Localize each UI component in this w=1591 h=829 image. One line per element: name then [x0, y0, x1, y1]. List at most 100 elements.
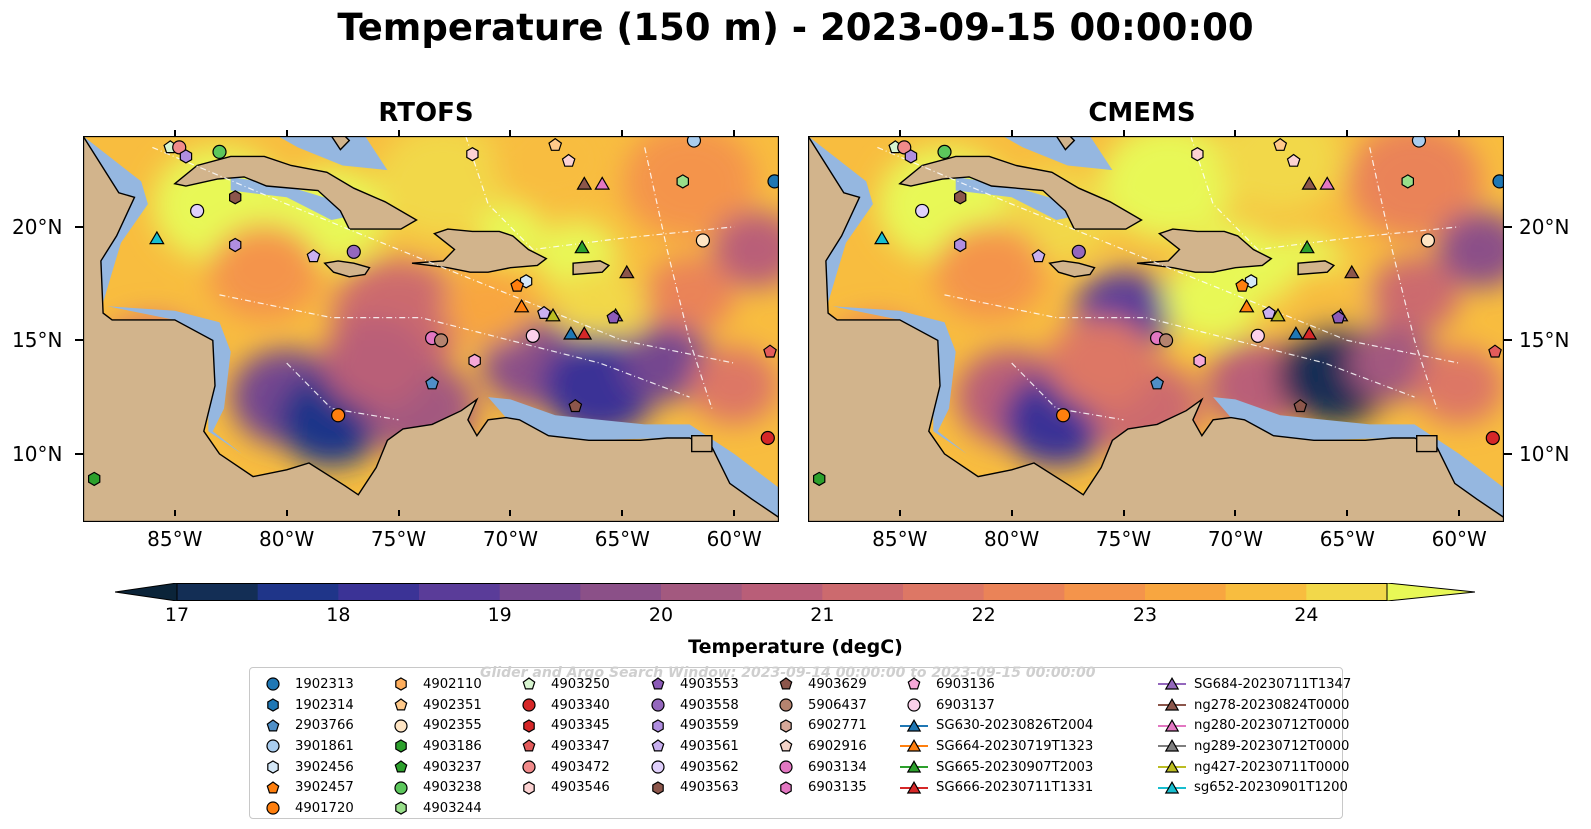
colorbar-segment [177, 583, 259, 601]
float-marker-11 [1273, 137, 1288, 151]
legend-item: 4903340 [514, 695, 610, 716]
legend-column: 6903136 6903137 SG630-20230826T2004 SG664-2… [899, 674, 1093, 798]
legend-label: 1902313 [295, 676, 354, 692]
float-marker-25 [1270, 307, 1286, 322]
temperature-region [622, 324, 712, 402]
legend-marker [907, 677, 921, 690]
legend-marker [1158, 780, 1186, 794]
lat-label-right: 15°N [1519, 328, 1570, 353]
legend-item: 4903558 [643, 695, 739, 716]
legend-symbol [906, 718, 922, 732]
legend-item: 4903559 [643, 715, 739, 736]
temperature-region [1101, 136, 1236, 240]
legend-label: ng280-20230712T0000 [1194, 718, 1350, 734]
legend-symbol [906, 739, 922, 753]
float-marker-38 [1485, 430, 1500, 446]
legend-item: 4901720 [258, 798, 354, 819]
map-cmems [808, 136, 1504, 522]
legend-item: 3901861 [258, 736, 354, 757]
temperature-region [1436, 210, 1504, 289]
lon-tick [509, 510, 512, 516]
legend-label: 2903766 [295, 718, 354, 734]
lon-tick [397, 130, 400, 136]
legend-symbol [906, 760, 922, 773]
colorbar [115, 583, 1475, 601]
legend-marker [394, 719, 408, 733]
legend-item: 2903766 [258, 715, 354, 736]
float-marker-26 [563, 326, 579, 340]
legend-marker [780, 781, 792, 795]
legend-symbol [395, 801, 407, 816]
legend-marker [907, 698, 921, 712]
float-marker-19 [574, 239, 590, 254]
legend-marker [394, 781, 408, 795]
boundary-line [944, 294, 1415, 398]
legend-label: 4903186 [423, 738, 482, 754]
lat-label-right: 20°N [1519, 214, 1570, 239]
legend-symbol [267, 698, 279, 712]
legend-symbol [522, 739, 536, 752]
legend-item: sg652-20230901T1200 [1157, 777, 1351, 798]
legend-marker [900, 739, 928, 753]
legend-label: 4901720 [295, 800, 354, 816]
legend-symbol [1164, 739, 1180, 753]
legend-label: 4903237 [423, 759, 482, 775]
map-rtofs [83, 136, 779, 522]
float-marker-24 [1262, 305, 1276, 319]
lat-label-left: 10°N [12, 441, 63, 466]
colorbar-segment [1306, 583, 1388, 601]
legend-item: ng289-20230712T0000 [1157, 736, 1351, 757]
legend-label: SG664-20230719T1323 [936, 738, 1094, 754]
float-marker-18 [695, 233, 711, 248]
legend-label: 6903135 [808, 780, 867, 796]
lon-tick [173, 130, 176, 136]
float-marker-10 [466, 147, 479, 162]
legend-label: sg652-20230901T1200 [1194, 780, 1348, 796]
colorbar-tick-label: 24 [1294, 604, 1319, 626]
legend-item: 4903238 [386, 777, 482, 798]
legend-marker [522, 760, 536, 774]
float-marker-35 [1293, 398, 1308, 413]
legend-marker [266, 801, 280, 816]
legend-item: 5906437 [771, 695, 867, 716]
legend-symbol [779, 739, 793, 752]
land-jamaica [323, 260, 371, 278]
colorbar-segment [822, 583, 904, 601]
float-marker-17 [767, 174, 779, 189]
legend-label: SG630-20230826T2004 [936, 718, 1094, 734]
boundary-line [152, 146, 735, 364]
legend-item: 4903237 [386, 757, 482, 778]
legend-column: 4903553 4903558 4903559 4903561 4903562 49035… [643, 674, 739, 798]
lon-label-cmems: 75°W [1095, 527, 1152, 551]
legend-label: 4903546 [551, 780, 610, 796]
lon-label-cmems: 65°W [1319, 527, 1375, 551]
legend-symbol [395, 677, 407, 692]
colorbar-tick-label: 18 [326, 604, 351, 626]
float-marker-1 [172, 140, 187, 155]
float-marker-5 [915, 203, 930, 219]
legend-label: 4903238 [423, 780, 482, 796]
legend-marker [522, 739, 536, 752]
float-marker-2 [904, 149, 918, 164]
legend-marker [522, 698, 536, 712]
legend-symbol [651, 739, 665, 752]
lon-tick [285, 130, 288, 136]
legend-item: 4902355 [386, 715, 482, 736]
lon-label-rtofs: 80°W [259, 527, 315, 551]
panel-title-cmems: CMEMS [1088, 98, 1196, 128]
float-marker-17 [1492, 174, 1504, 189]
lat-label-left: 20°N [12, 214, 63, 239]
legend-marker [1158, 760, 1186, 773]
colorbar-frame [176, 583, 1388, 601]
lon-tick [898, 510, 901, 516]
legend-symbol [651, 760, 665, 774]
float-marker-9 [1071, 244, 1086, 259]
legend-item: SG666-20230711T1331 [899, 777, 1093, 798]
legend-label: ng427-20230711T0000 [1194, 759, 1350, 775]
temperature-region [1414, 347, 1504, 425]
legend-label: 3902457 [295, 780, 354, 796]
lon-tick [1458, 510, 1461, 516]
legend-label: 4903244 [423, 800, 482, 816]
legend-label: 6903136 [936, 676, 995, 692]
panel-title-rtofs: RTOFS [378, 98, 474, 128]
